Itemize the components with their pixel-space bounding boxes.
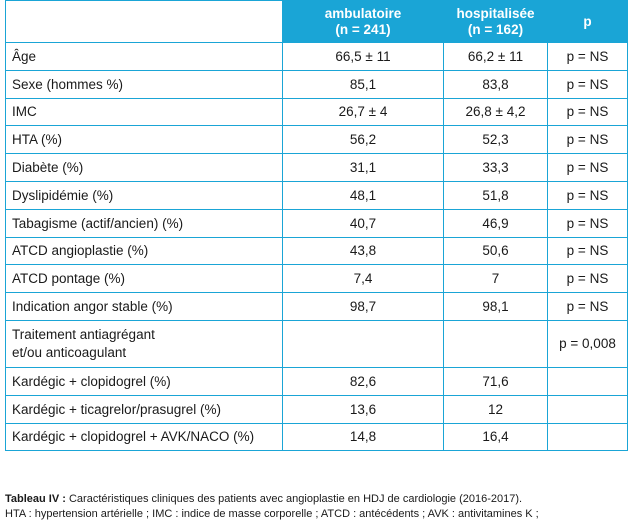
cell-p-value	[547, 366, 628, 396]
table-row: Kardégic + ticagrelor/prasugrel (%) 13,6…	[5, 394, 628, 424]
cell-p-value: p = NS	[547, 208, 628, 238]
row-label: Kardégic + clopidogrel (%)	[5, 366, 283, 396]
cell-ambulatoire: 14,8	[282, 422, 444, 452]
table-row-treatment: Traitement antiagrégant et/ou anticoagula…	[5, 319, 628, 368]
row-label: IMC	[5, 97, 283, 127]
cell-hospitalisee: 71,6	[443, 366, 548, 396]
cell-p-value: p = 0,008	[547, 319, 628, 368]
table-row: Tabagisme (actif/ancien) (%) 40,7 46,9 p…	[5, 208, 628, 238]
header-empty-cell	[5, 0, 283, 43]
cell-hospitalisee: 46,9	[443, 208, 548, 238]
table-row: ATCD pontage (%) 7,4 7 p = NS	[5, 264, 628, 294]
row-label: Dyslipidémie (%)	[5, 180, 283, 210]
table-row: Indication angor stable (%) 98,7 98,1 p …	[5, 292, 628, 321]
header-ambulatoire: ambulatoire (n = 241)	[282, 0, 444, 43]
table-row: Kardégic + clopidogrel + AVK/NACO (%) 14…	[5, 422, 628, 452]
row-label: HTA (%)	[5, 125, 283, 155]
cell-p-value	[547, 394, 628, 424]
cell-hospitalisee	[443, 319, 548, 368]
header-p-value: p	[547, 0, 628, 43]
table-row: ATCD angioplastie (%) 43,8 50,6 p = NS	[5, 236, 628, 266]
cell-p-value: p = NS	[547, 69, 628, 99]
cell-ambulatoire: 98,7	[282, 292, 444, 321]
cell-ambulatoire: 48,1	[282, 180, 444, 210]
header-hospitalisee: hospitalisée (n = 162)	[443, 0, 548, 43]
cell-p-value: p = NS	[547, 292, 628, 321]
cell-p-value: p = NS	[547, 264, 628, 294]
cell-p-value: p = NS	[547, 180, 628, 210]
row-label: Tabagisme (actif/ancien) (%)	[5, 208, 283, 238]
cell-hospitalisee: 66,2 ± 11	[443, 42, 548, 71]
cell-hospitalisee: 12	[443, 394, 548, 424]
cell-ambulatoire: 26,7 ± 4	[282, 97, 444, 127]
caption-line-1: Tableau IV : Caractéristiques cliniques …	[5, 492, 629, 507]
row-label: Kardégic + ticagrelor/prasugrel (%)	[5, 394, 283, 424]
row-label: ATCD pontage (%)	[5, 264, 283, 294]
cell-ambulatoire: 82,6	[282, 366, 444, 396]
cell-ambulatoire: 43,8	[282, 236, 444, 266]
row-label: Diabète (%)	[5, 153, 283, 182]
table-row: IMC 26,7 ± 4 26,8 ± 4,2 p = NS	[5, 97, 628, 127]
cell-ambulatoire: 56,2	[282, 125, 444, 155]
cell-p-value: p = NS	[547, 125, 628, 155]
table-row: HTA (%) 56,2 52,3 p = NS	[5, 125, 628, 155]
cell-p-value: p = NS	[547, 97, 628, 127]
caption-text: Caractéristiques cliniques des patients …	[65, 493, 523, 505]
cell-ambulatoire: 85,1	[282, 69, 444, 99]
cell-hospitalisee: 33,3	[443, 153, 548, 182]
cell-ambulatoire: 7,4	[282, 264, 444, 294]
cell-ambulatoire: 40,7	[282, 208, 444, 238]
table-row: Kardégic + clopidogrel (%) 82,6 71,6	[5, 366, 628, 396]
cell-hospitalisee: 50,6	[443, 236, 548, 266]
cell-p-value: p = NS	[547, 42, 628, 71]
row-label: Indication angor stable (%)	[5, 292, 283, 321]
table-row: Dyslipidémie (%) 48,1 51,8 p = NS	[5, 180, 628, 210]
cell-ambulatoire: 66,5 ± 11	[282, 42, 444, 71]
cell-ambulatoire	[282, 319, 444, 368]
cell-hospitalisee: 51,8	[443, 180, 548, 210]
patient-characteristics-table: ambulatoire (n = 241) hospitalisée (n = 16…	[5, 0, 628, 452]
cell-hospitalisee: 7	[443, 264, 548, 294]
table-row: Sexe (hommes %) 85,1 83,8 p = NS	[5, 69, 628, 99]
row-label: Sexe (hommes %)	[5, 69, 283, 99]
cell-hospitalisee: 98,1	[443, 292, 548, 321]
cell-ambulatoire: 31,1	[282, 153, 444, 182]
cell-hospitalisee: 16,4	[443, 422, 548, 452]
row-label: Âge	[5, 42, 283, 71]
cell-p-value	[547, 422, 628, 452]
cell-p-value: p = NS	[547, 153, 628, 182]
table-header-row: ambulatoire (n = 241) hospitalisée (n = 16…	[5, 0, 628, 43]
cell-hospitalisee: 26,8 ± 4,2	[443, 97, 548, 127]
cell-ambulatoire: 13,6	[282, 394, 444, 424]
row-label: ATCD angioplastie (%)	[5, 236, 283, 266]
caption-label: Tableau IV :	[5, 493, 66, 505]
cell-hospitalisee: 52,3	[443, 125, 548, 155]
row-label: Kardégic + clopidogrel + AVK/NACO (%)	[5, 422, 283, 452]
table-row: Diabète (%) 31,1 33,3 p = NS	[5, 153, 628, 182]
table-caption: Tableau IV : Caractéristiques cliniques …	[5, 492, 629, 522]
cell-p-value: p = NS	[547, 236, 628, 266]
cell-hospitalisee: 83,8	[443, 69, 548, 99]
caption-line-2: HTA : hypertension artérielle ; IMC : in…	[5, 508, 539, 520]
table-row: Âge 66,5 ± 11 66,2 ± 11 p = NS	[5, 42, 628, 71]
row-label: Traitement antiagrégant et/ou anticoagula…	[5, 319, 283, 368]
